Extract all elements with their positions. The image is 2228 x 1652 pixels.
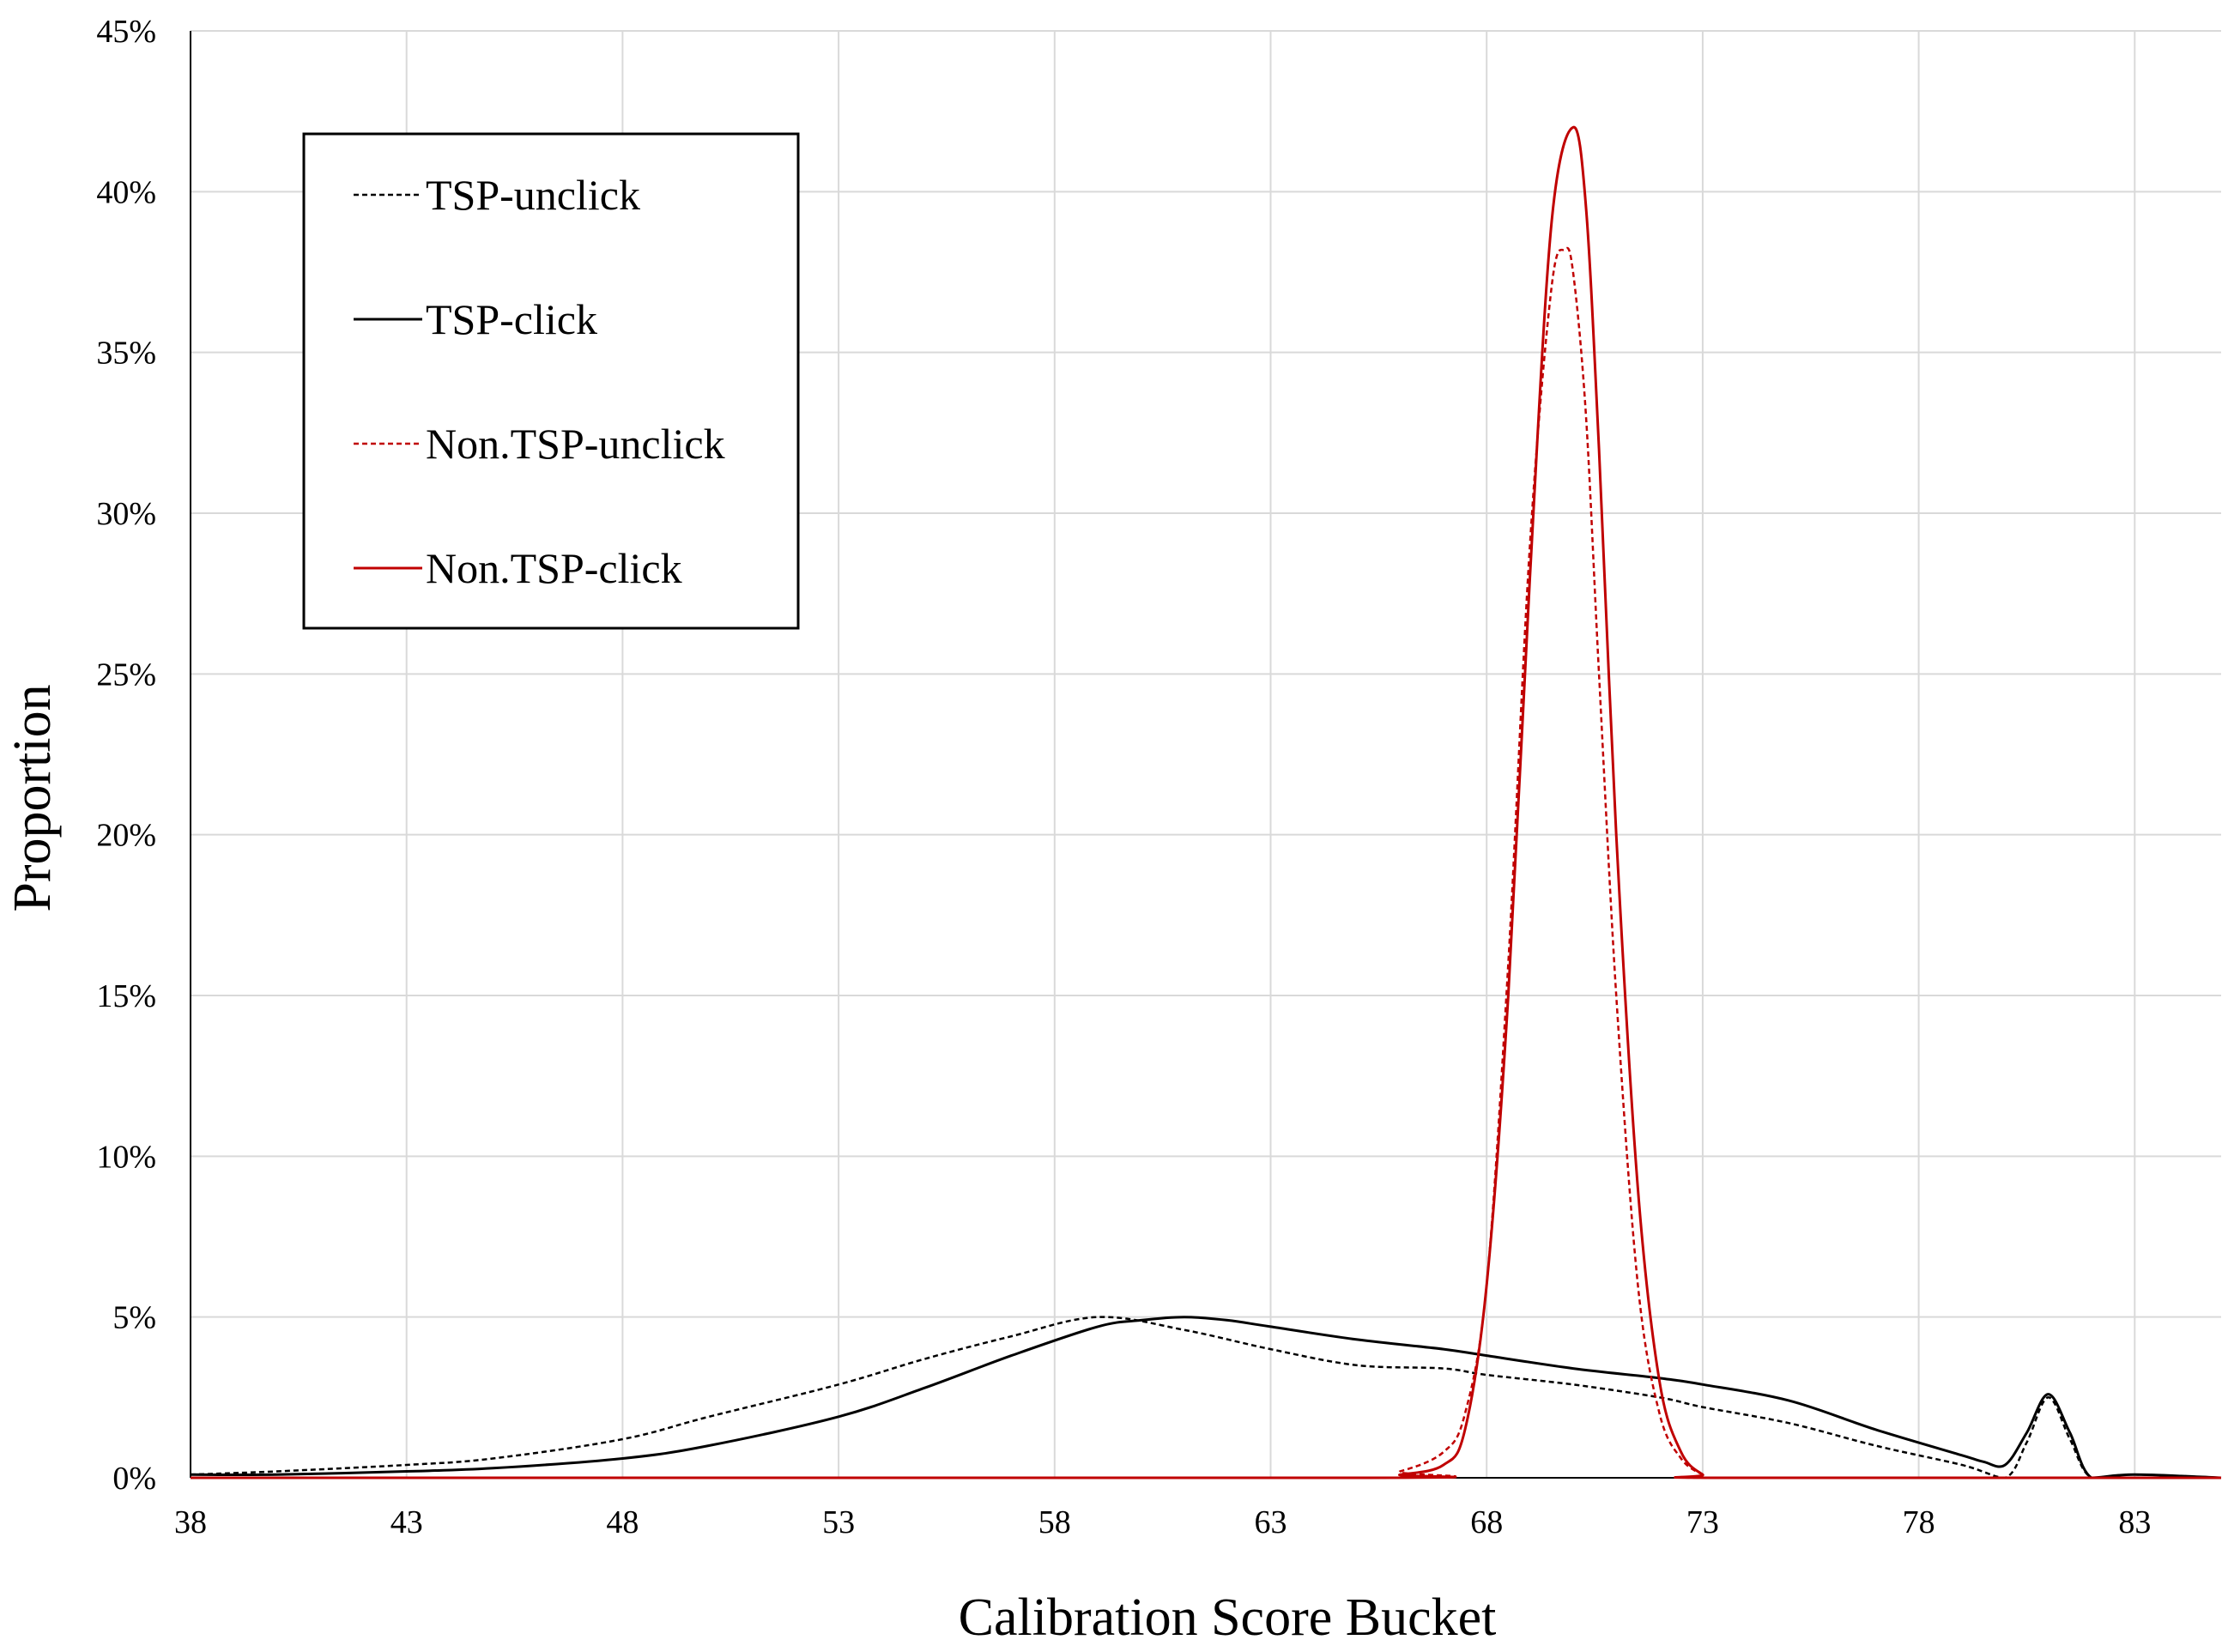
series-line-0 (190, 1316, 2222, 1480)
tick-labels: 0% 5% 10% 15% 20% 25% 30% 35% 40% 45% 38 43 48 53 58 63… (96, 14, 2151, 1540)
legend: TSP-unclick TSP-click Non.TSP-unclick Non.T… (302, 132, 800, 630)
x-axis-title: Calibration Score Bucket (959, 1588, 1497, 1647)
y-tick-label: 15% (96, 978, 156, 1014)
y-tick-label: 30% (96, 496, 156, 532)
y-tick-label: 10% (96, 1139, 156, 1175)
y-tick-label: 0% (112, 1461, 156, 1497)
y-tick-label: 5% (112, 1300, 156, 1336)
series-line-3 (191, 125, 2221, 1480)
legend-label-2: Non.TSP-unclick (426, 420, 725, 468)
legend-label-0: TSP-unclick (426, 171, 640, 219)
x-tick-label: 78 (1903, 1504, 1935, 1540)
x-tick-label: 83 (2118, 1504, 2151, 1540)
x-tick-label: 43 (391, 1504, 423, 1540)
y-tick-label: 35% (96, 336, 156, 372)
y-tick-label: 20% (96, 818, 156, 854)
series-line-1 (190, 1316, 2222, 1480)
y-tick-label: 45% (96, 14, 156, 50)
x-tick-label: 38 (174, 1504, 207, 1540)
x-tick-label: 63 (1255, 1504, 1287, 1540)
legend-frame (302, 132, 800, 630)
y-axis-title: Proportion (3, 684, 62, 911)
x-tick-label: 73 (1686, 1504, 1719, 1540)
x-tick-label: 58 (1038, 1504, 1071, 1540)
y-tick-label: 25% (96, 657, 156, 693)
x-tick-label: 68 (1470, 1504, 1503, 1540)
legend-label-3: Non.TSP-click (426, 544, 682, 592)
x-tick-label: 53 (822, 1504, 855, 1540)
series-lines (190, 125, 2222, 1480)
legend-label-1: TSP-click (426, 295, 597, 343)
x-tick-label: 48 (606, 1504, 639, 1540)
y-tick-label: 40% (96, 174, 156, 210)
